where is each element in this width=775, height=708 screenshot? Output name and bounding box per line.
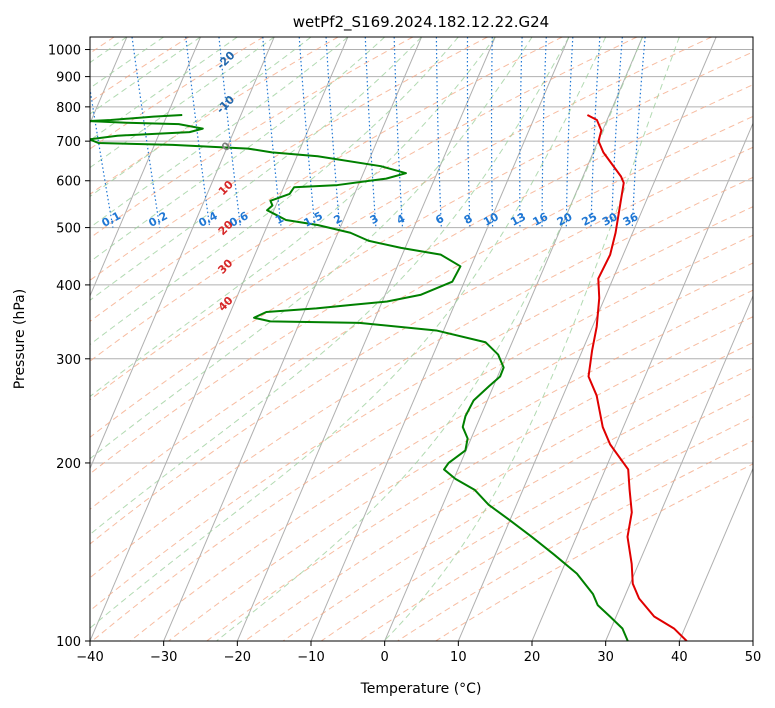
y-tick-label: 900	[56, 71, 81, 86]
moist-adiabats	[90, 37, 680, 641]
moist-adiabat	[90, 37, 164, 89]
dry-adiabat	[90, 37, 712, 401]
x-tick-label: −40	[76, 650, 103, 665]
mixing-ratio-label: 30	[600, 210, 620, 229]
dry-adiabat	[244, 342, 753, 641]
profile-line	[586, 114, 688, 641]
x-tick-label: 20	[524, 650, 541, 665]
x-tick-label: 0	[381, 650, 389, 665]
pressure-gridlines	[90, 49, 753, 641]
profile-line	[90, 114, 629, 641]
chart-title: wetPf2_S169.2024.182.12.22.G24	[293, 13, 549, 32]
y-tick-label: 400	[56, 279, 81, 294]
dry-adiabat	[90, 51, 753, 438]
x-tick-label: 40	[671, 650, 688, 665]
moist-adiabat	[90, 37, 459, 346]
mixing-ratio-line	[185, 37, 211, 228]
moist-adiabat	[90, 37, 312, 198]
y-axis-label: Pressure (hPa)	[12, 289, 28, 389]
mixing-ratio-line	[90, 85, 114, 228]
x-tick-label: −30	[150, 650, 177, 665]
dry-adiabat	[168, 289, 753, 641]
moist-adiabat	[90, 37, 201, 115]
dry-adiabat	[90, 176, 753, 579]
mixing-ratio-label: 25	[580, 210, 600, 229]
moist-adiabat	[90, 37, 533, 460]
sounding-series	[90, 114, 688, 641]
x-axis-ticks: −40 −30 −20 −10 0 10 20 30 40 50	[76, 641, 761, 665]
skewed-isotherm	[236, 37, 496, 641]
dry-adiabat	[282, 367, 753, 641]
skewed-isotherm	[90, 37, 275, 470]
skewed-isotherm	[457, 37, 717, 641]
y-tick-label: 100	[56, 635, 81, 650]
moist-adiabat	[90, 37, 386, 263]
dry-adiabat	[90, 37, 264, 150]
moist-adiabat	[383, 37, 680, 641]
mixing-ratio-label: 36	[621, 210, 641, 229]
dry-adiabat	[91, 234, 753, 641]
y-tick-label: 300	[56, 353, 81, 368]
skewed-isotherm	[90, 37, 201, 298]
skewed-isotherm	[678, 467, 753, 641]
skewed-isotherm	[90, 37, 349, 641]
y-tick-label: 600	[56, 175, 81, 190]
y-tick-label: 1000	[48, 44, 81, 59]
dry-adiabat	[130, 262, 753, 641]
x-tick-label: −20	[224, 650, 251, 665]
x-tick-label: 10	[450, 650, 467, 665]
dry-adiabat	[90, 37, 339, 195]
moist-adiabat	[90, 37, 496, 398]
mixing-ratio-lines	[90, 37, 646, 228]
mixing-ratio-label: 13	[508, 210, 528, 229]
x-axis-label: Temperature (°C)	[360, 681, 482, 697]
dry-adiabats	[90, 37, 753, 641]
plot-area	[90, 37, 753, 641]
moist-adiabat	[90, 37, 607, 629]
x-tick-label: −10	[297, 650, 324, 665]
mixing-ratio-label: 10	[481, 210, 501, 229]
x-tick-label: 30	[597, 650, 614, 665]
dry-adiabat	[90, 115, 753, 510]
y-tick-label: 500	[56, 222, 81, 237]
dry-adiabat	[90, 37, 563, 322]
skewed-isotherm	[605, 294, 753, 641]
dry-adiabat	[90, 84, 753, 475]
dry-adiabat	[90, 37, 638, 362]
plot-frame	[89, 36, 754, 642]
y-tick-label: 800	[56, 101, 81, 116]
x-tick-label: 50	[745, 650, 762, 665]
skewed-isotherm	[163, 37, 422, 641]
skewed-isotherm	[531, 122, 753, 641]
moist-adiabat	[216, 37, 643, 641]
y-axis-ticks: 1000 900 800 700 600 500 400 300 200 100	[48, 44, 90, 650]
moist-adiabat	[90, 37, 570, 536]
mixing-ratio-label: 20	[555, 210, 575, 229]
y-tick-label: 200	[56, 457, 81, 472]
dry-adiabat	[90, 146, 753, 545]
mixing-ratio-label: 16	[531, 210, 551, 229]
mixing-ratio-line	[218, 37, 242, 228]
y-tick-label: 700	[56, 135, 81, 150]
moist-adiabat	[90, 37, 275, 169]
mixing-ratio-line	[131, 37, 161, 228]
moist-adiabat	[90, 37, 238, 141]
